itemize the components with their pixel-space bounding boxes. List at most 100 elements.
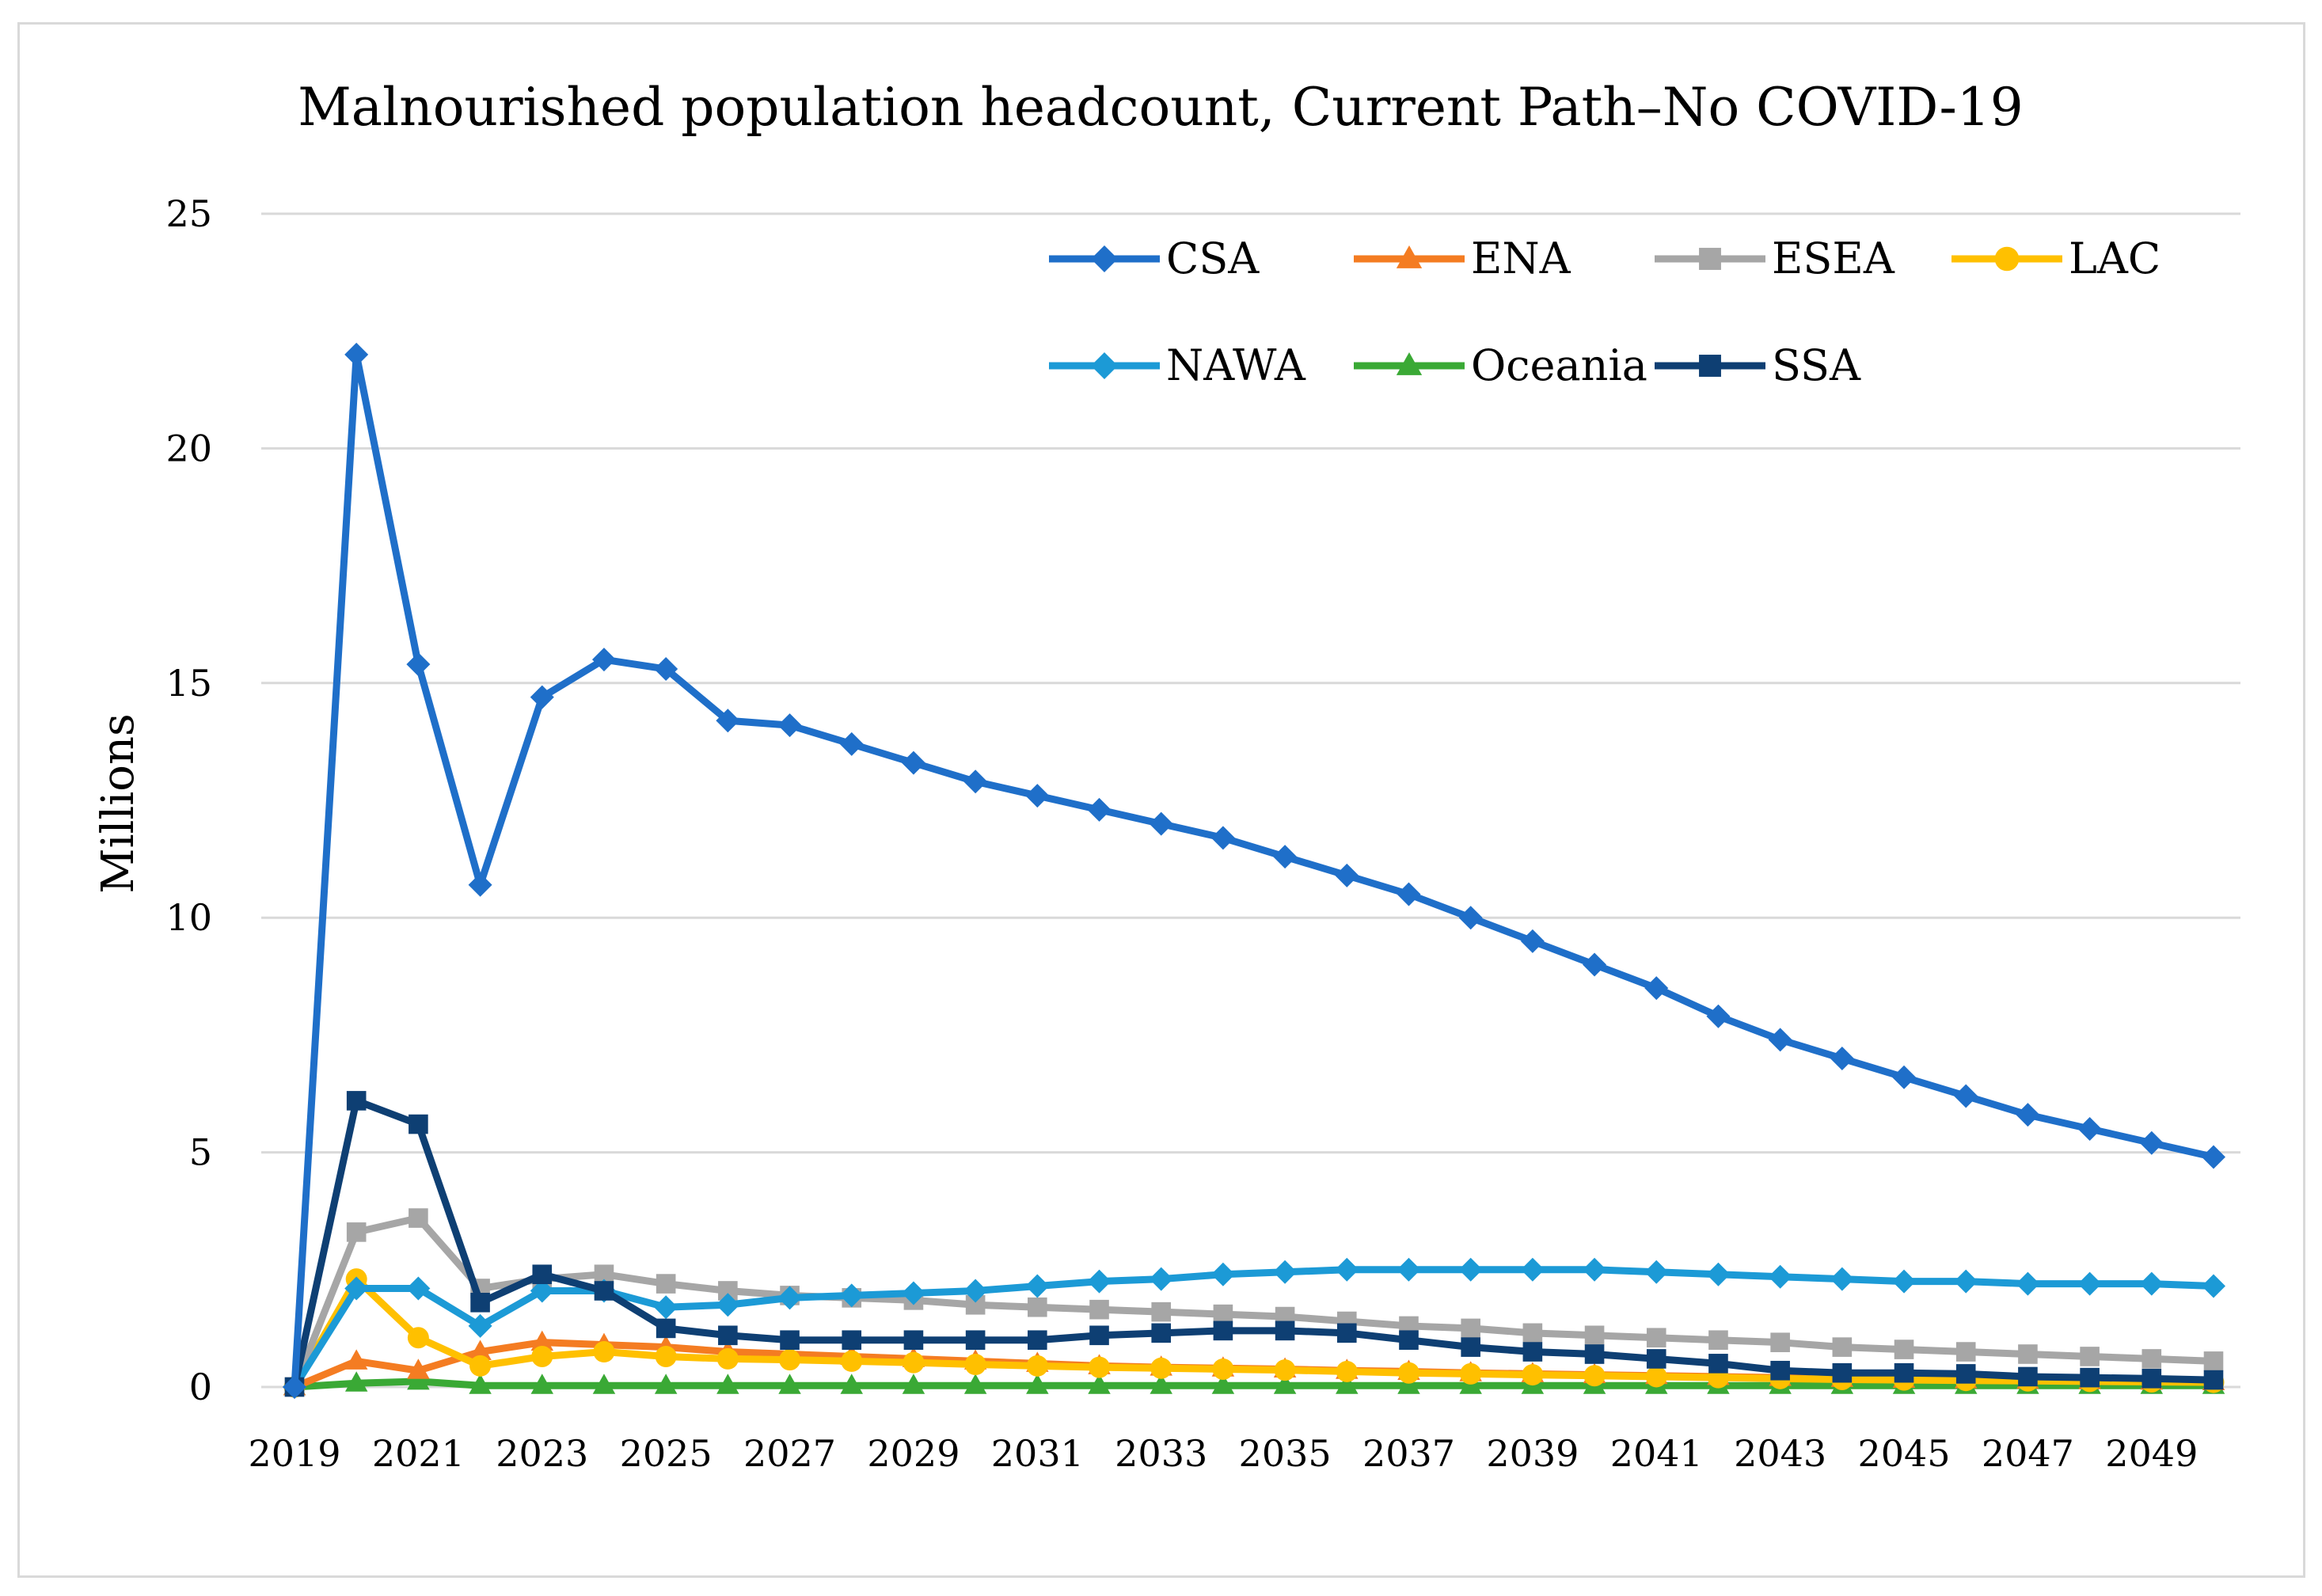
- data-point-csa: [1644, 976, 1669, 1001]
- data-point-nawa: [839, 1283, 864, 1308]
- x-tick-label: 2029: [867, 1432, 960, 1475]
- legend-marker-ena: [1396, 245, 1423, 268]
- data-point-nawa: [1583, 1257, 1607, 1282]
- data-point-oceania: [1088, 1374, 1111, 1394]
- series-line-csa: [291, 351, 2214, 1388]
- data-point-ssa: [1584, 1344, 1605, 1364]
- data-point-ssa: [1336, 1323, 1357, 1343]
- data-point-esea: [2080, 1347, 2100, 1366]
- data-point-lac: [716, 1347, 739, 1370]
- series-ssa: [284, 1091, 2224, 1397]
- x-tick-label: 2025: [620, 1432, 713, 1475]
- legend-marker-ssa: [1699, 355, 1721, 377]
- data-point-ssa: [346, 1091, 367, 1111]
- data-point-csa: [2139, 1130, 2164, 1155]
- data-point-lac: [903, 1351, 925, 1374]
- legend-marker-esea: [1699, 248, 1721, 270]
- data-point-ssa: [1461, 1337, 1480, 1357]
- data-point-csa: [839, 732, 864, 756]
- data-point-lac: [1645, 1366, 1667, 1388]
- data-point-csa: [1458, 906, 1483, 930]
- data-point-nawa: [1768, 1264, 1792, 1289]
- series-line-esea: [291, 1214, 2214, 1389]
- data-point-lac: [1150, 1357, 1172, 1379]
- data-point-csa: [406, 652, 431, 677]
- data-point-nawa: [2016, 1271, 2040, 1296]
- y-tick-label: 5: [189, 1131, 212, 1174]
- data-point-ena: [407, 1358, 430, 1379]
- data-point-ena: [530, 1330, 554, 1351]
- data-point-oceania: [469, 1374, 492, 1394]
- data-point-lac: [1522, 1364, 1544, 1386]
- data-point-oceania: [902, 1374, 925, 1394]
- data-point-ssa: [903, 1330, 924, 1351]
- legend-entry-oceania: Oceania: [1354, 340, 1647, 390]
- legend-label: NAWA: [1166, 340, 1306, 390]
- data-point-lac: [1212, 1358, 1234, 1380]
- data-point-csa: [1087, 797, 1112, 822]
- data-point-lac: [1397, 1362, 1419, 1384]
- legend-label: SSA: [1772, 340, 1861, 390]
- data-point-esea: [346, 1222, 367, 1242]
- data-point-lac: [1026, 1355, 1048, 1377]
- data-point-csa: [2077, 1116, 2102, 1141]
- data-point-nawa: [1706, 1262, 1731, 1286]
- data-point-esea: [1089, 1299, 1109, 1320]
- series-line-ssa: [291, 1096, 2214, 1388]
- data-point-lac: [655, 1345, 677, 1367]
- data-point-lac: [964, 1354, 986, 1376]
- data-point-csa: [777, 713, 802, 738]
- data-point-ssa: [532, 1264, 553, 1285]
- data-point-csa: [283, 1375, 306, 1399]
- data-point-csa: [654, 657, 678, 682]
- data-point-ssa: [470, 1292, 490, 1313]
- data-point-lac: [593, 1341, 615, 1363]
- data-point-csa: [530, 685, 554, 709]
- data-point-ena: [469, 1340, 492, 1361]
- legend-marker-oceania: [1396, 352, 1423, 375]
- data-point-esea: [2141, 1349, 2162, 1369]
- data-point-oceania: [530, 1374, 554, 1394]
- data-point-ssa: [1213, 1320, 1233, 1341]
- data-point-esea: [656, 1274, 676, 1294]
- data-point-nawa: [344, 1276, 369, 1301]
- data-point-nawa: [1335, 1257, 1359, 1282]
- data-point-oceania: [778, 1374, 801, 1394]
- legend-entry-lac: LAC: [1951, 234, 2160, 283]
- data-point-oceania: [1397, 1374, 1420, 1394]
- y-axis-label: Millions: [93, 713, 144, 894]
- data-point-ssa: [842, 1330, 862, 1351]
- y-tick-label: 20: [165, 427, 212, 469]
- y-tick-label: 10: [165, 896, 212, 939]
- data-point-oceania: [1273, 1374, 1297, 1394]
- data-point-ssa: [1399, 1330, 1419, 1351]
- data-point-csa: [1149, 811, 1173, 836]
- legend-label: LAC: [2069, 234, 2160, 283]
- data-point-oceania: [654, 1374, 678, 1394]
- legend-label: Oceania: [1471, 340, 1647, 390]
- data-point-esea: [1213, 1304, 1233, 1324]
- legend-label: ESEA: [1772, 234, 1895, 283]
- data-point-csa: [1706, 1004, 1731, 1028]
- data-point-csa: [1273, 845, 1298, 869]
- data-point-ssa: [409, 1114, 428, 1134]
- data-point-csa: [1397, 882, 1421, 906]
- data-point-nawa: [1149, 1267, 1173, 1291]
- data-point-lac: [841, 1350, 863, 1372]
- data-point-csa: [1768, 1028, 1792, 1052]
- data-point-lac: [1460, 1362, 1482, 1385]
- data-point-oceania: [1211, 1374, 1235, 1394]
- x-tick-label: 2045: [1857, 1432, 1950, 1475]
- data-point-ssa: [965, 1330, 986, 1351]
- x-tick-label: 2021: [372, 1432, 465, 1475]
- data-point-ssa: [718, 1325, 738, 1346]
- data-point-ssa: [1275, 1320, 1295, 1341]
- data-point-ssa: [1028, 1330, 1047, 1351]
- y-tick-label: 15: [165, 662, 212, 705]
- data-point-lac: [407, 1327, 429, 1349]
- data-point-oceania: [1150, 1374, 1172, 1394]
- x-tick-label: 2031: [991, 1432, 1084, 1475]
- x-tick-label: 2023: [496, 1432, 588, 1475]
- data-point-nawa: [1397, 1257, 1421, 1282]
- data-point-esea: [2018, 1344, 2038, 1364]
